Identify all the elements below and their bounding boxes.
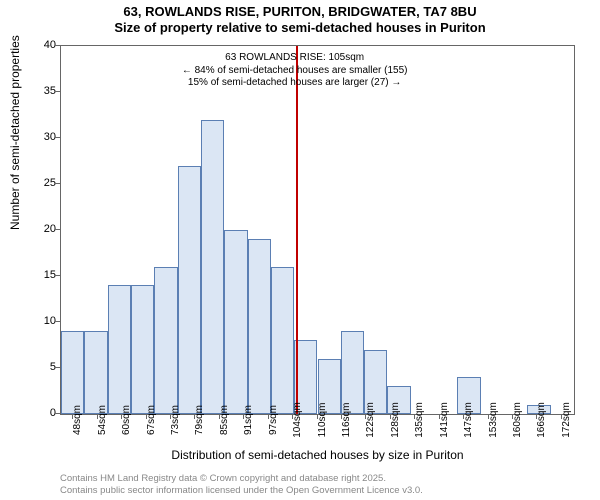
histogram-bar bbox=[131, 285, 154, 414]
x-tick-mark bbox=[72, 414, 73, 419]
chart-title-main: 63, ROWLANDS RISE, PURITON, BRIDGWATER, … bbox=[0, 4, 600, 19]
histogram-bar bbox=[341, 331, 364, 414]
x-tick-mark bbox=[488, 414, 489, 419]
x-tick-mark bbox=[512, 414, 513, 419]
x-tick-mark bbox=[97, 414, 98, 419]
x-tick-label: 116sqm bbox=[341, 403, 352, 438]
histogram-bar bbox=[61, 331, 84, 414]
x-tick-label: 85sqm bbox=[219, 405, 230, 435]
x-tick-mark bbox=[146, 414, 147, 419]
x-tick-label: 147sqm bbox=[463, 402, 474, 438]
x-tick-label: 135sqm bbox=[414, 402, 425, 438]
annotation-line2: ← 84% of semi-detached houses are smalle… bbox=[182, 65, 408, 78]
histogram-bar bbox=[108, 285, 131, 414]
x-tick-mark bbox=[341, 414, 342, 419]
x-tick-mark bbox=[317, 414, 318, 419]
x-tick-mark bbox=[121, 414, 122, 419]
x-tick-label: 79sqm bbox=[194, 405, 205, 435]
x-tick-mark bbox=[536, 414, 537, 419]
histogram-bar bbox=[178, 166, 201, 414]
x-tick-label: 166sqm bbox=[536, 402, 547, 438]
chart-container: 63, ROWLANDS RISE, PURITON, BRIDGWATER, … bbox=[0, 0, 600, 500]
x-tick-mark bbox=[292, 414, 293, 419]
x-tick-label: 122sqm bbox=[365, 402, 376, 438]
x-tick-label: 97sqm bbox=[268, 405, 279, 435]
plot-area: 63 ROWLANDS RISE: 105sqm ← 84% of semi-d… bbox=[60, 45, 575, 415]
x-tick-mark bbox=[390, 414, 391, 419]
histogram-bar bbox=[84, 331, 107, 414]
x-tick-label: 73sqm bbox=[170, 405, 181, 435]
x-tick-label: 48sqm bbox=[72, 405, 83, 435]
x-tick-label: 153sqm bbox=[488, 402, 499, 438]
chart-title-sub: Size of property relative to semi-detach… bbox=[0, 20, 600, 35]
annotation-line3: 15% of semi-detached houses are larger (… bbox=[182, 77, 408, 90]
attribution: Contains HM Land Registry data © Crown c… bbox=[60, 473, 423, 496]
histogram-bar bbox=[248, 239, 271, 414]
x-tick-mark bbox=[365, 414, 366, 419]
x-tick-label: 160sqm bbox=[512, 402, 523, 438]
histogram-bar bbox=[271, 267, 294, 414]
x-axis-label: Distribution of semi-detached houses by … bbox=[60, 448, 575, 462]
attribution-line1: Contains HM Land Registry data © Crown c… bbox=[60, 473, 423, 484]
x-tick-mark bbox=[414, 414, 415, 419]
y-axis-label: Number of semi-detached properties bbox=[8, 35, 22, 230]
x-tick-label: 91sqm bbox=[243, 405, 254, 435]
attribution-line2: Contains public sector information licen… bbox=[60, 485, 423, 496]
x-tick-label: 141sqm bbox=[439, 402, 450, 438]
annotation-box: 63 ROWLANDS RISE: 105sqm ← 84% of semi-d… bbox=[182, 52, 408, 90]
reference-line bbox=[296, 46, 298, 414]
x-tick-label: 67sqm bbox=[146, 405, 157, 435]
x-tick-mark bbox=[243, 414, 244, 419]
histogram-bar bbox=[201, 120, 224, 414]
histogram-bar bbox=[154, 267, 177, 414]
x-tick-mark bbox=[170, 414, 171, 419]
x-tick-label: 128sqm bbox=[390, 402, 401, 438]
x-tick-mark bbox=[439, 414, 440, 419]
x-tick-label: 104sqm bbox=[292, 402, 303, 438]
histogram-bar bbox=[224, 230, 247, 414]
x-tick-mark bbox=[268, 414, 269, 419]
x-tick-mark bbox=[219, 414, 220, 419]
x-tick-mark bbox=[463, 414, 464, 419]
x-tick-mark bbox=[194, 414, 195, 419]
annotation-line1: 63 ROWLANDS RISE: 105sqm bbox=[182, 52, 408, 65]
x-tick-mark bbox=[561, 414, 562, 419]
x-tick-label: 172sqm bbox=[561, 402, 572, 438]
x-tick-label: 60sqm bbox=[121, 405, 132, 435]
x-tick-label: 54sqm bbox=[97, 405, 108, 435]
x-tick-label: 110sqm bbox=[317, 403, 328, 438]
